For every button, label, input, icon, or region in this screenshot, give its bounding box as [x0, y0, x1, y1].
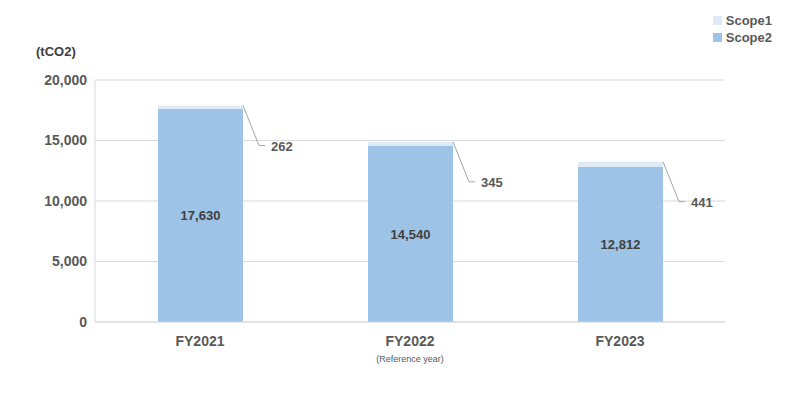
html-text:Scope2: Scope2 [725, 30, 772, 45]
svg-text:0: 0 [79, 314, 87, 330]
svg-text:FY2023: FY2023 [595, 333, 644, 349]
svg-text:5,000: 5,000 [52, 253, 87, 269]
svg-text:FY2022: FY2022 [385, 333, 434, 349]
svg-text:345: 345 [481, 175, 503, 190]
svg-text:15,000: 15,000 [44, 132, 87, 148]
html-text:Scope1: Scope1 [725, 13, 772, 28]
svg-text:262: 262 [271, 139, 293, 154]
html-text:(tCO2): (tCO2) [36, 44, 76, 59]
svg-text:20,000: 20,000 [44, 72, 87, 88]
svg-text:12,812: 12,812 [601, 237, 641, 252]
svg-text:(Reference year): (Reference year) [376, 354, 444, 364]
svg-text:17,630: 17,630 [181, 208, 221, 223]
svg-text:FY2021: FY2021 [175, 333, 224, 349]
svg-text:441: 441 [691, 195, 713, 210]
svg-text:10,000: 10,000 [44, 193, 87, 209]
svg-text:14,540: 14,540 [391, 227, 431, 242]
